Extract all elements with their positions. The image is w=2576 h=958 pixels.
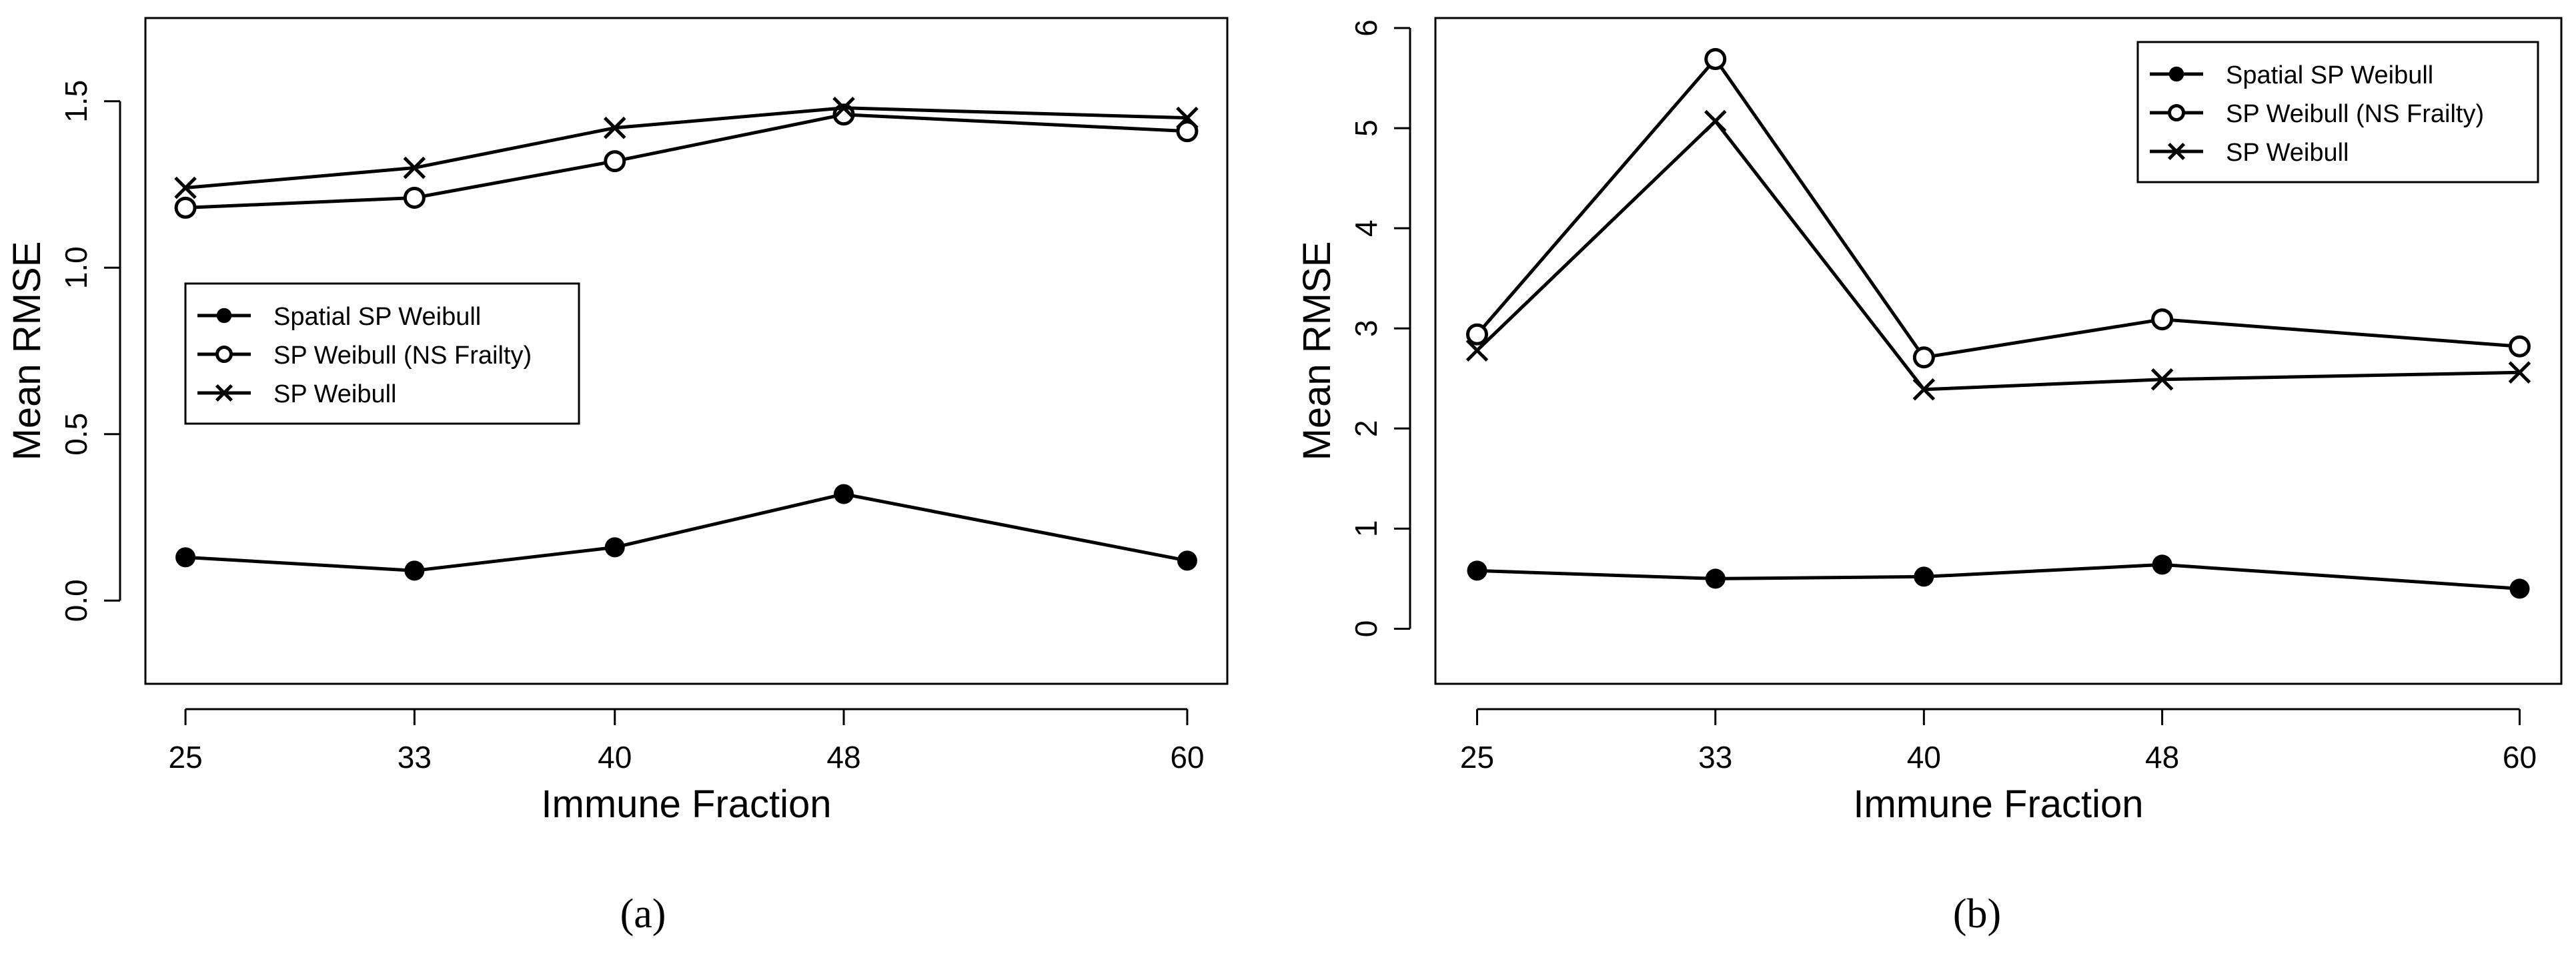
y-tick-label: 6 bbox=[1349, 19, 1383, 37]
plot-frame-a bbox=[144, 17, 1229, 685]
legend-b: Spatial SP Weibull SP Weibull (NS Frailty… bbox=[2136, 41, 2539, 183]
data-point bbox=[174, 176, 197, 199]
x-tick-label: 33 bbox=[398, 740, 432, 775]
x-tick-label: 25 bbox=[168, 740, 202, 775]
y-tick-label: 1 bbox=[1349, 520, 1383, 538]
data-point bbox=[604, 150, 626, 173]
data-point bbox=[403, 156, 426, 179]
data-point bbox=[604, 537, 625, 558]
series-a-0 bbox=[175, 484, 1197, 581]
y-tick-label: 2 bbox=[1349, 420, 1383, 438]
legend-marker bbox=[2168, 66, 2184, 82]
data-point bbox=[832, 96, 855, 119]
data-point bbox=[603, 116, 626, 139]
y-tick-label: 4 bbox=[1349, 219, 1383, 237]
data-point bbox=[2151, 308, 2174, 331]
series-line bbox=[185, 492, 1188, 572]
panel-caption-a: (a) bbox=[620, 891, 666, 937]
x-tick-label: 48 bbox=[826, 740, 860, 775]
legend-marker bbox=[2167, 142, 2186, 161]
data-point bbox=[2508, 335, 2531, 358]
legend-box bbox=[184, 282, 580, 425]
legend-label: Spatial SP Weibull bbox=[273, 303, 481, 331]
data-point bbox=[2150, 368, 2174, 391]
y-tick-label: 1.0 bbox=[59, 246, 93, 289]
panel-a: 25 33 40 48 60 Immune Fraction 0.0 0.5 1.0 1.5 Mea… bbox=[5, 17, 1229, 937]
data-point bbox=[404, 560, 425, 581]
x-axis-a: 25 33 40 48 60 Immune Fraction bbox=[168, 708, 1205, 826]
x-tick-label: 33 bbox=[1698, 740, 1732, 775]
legend-label: SP Weibull (NS Frailty) bbox=[273, 342, 532, 370]
x-tick-label: 40 bbox=[598, 740, 632, 775]
legend-label: SP Weibull (NS Frailty) bbox=[2226, 100, 2484, 128]
legend-marker bbox=[216, 308, 232, 324]
x-tick-label: 48 bbox=[2145, 740, 2179, 775]
series-a-2 bbox=[174, 96, 1199, 199]
legend-marker bbox=[2168, 104, 2185, 121]
y-tick-label: 5 bbox=[1349, 119, 1383, 137]
y-tick-label: 0.0 bbox=[59, 579, 93, 622]
series-b-2 bbox=[1465, 109, 2531, 401]
data-point bbox=[403, 186, 426, 209]
y-tick-label: 3 bbox=[1349, 320, 1383, 337]
data-point bbox=[2508, 361, 2531, 384]
x-axis-b: 25 33 40 48 60 Immune Fraction bbox=[1460, 708, 2537, 826]
legend-label: SP Weibull bbox=[2226, 139, 2349, 167]
data-point bbox=[834, 484, 854, 504]
data-point bbox=[1177, 550, 1197, 571]
data-point bbox=[175, 547, 196, 568]
series-b-0 bbox=[1467, 554, 2530, 599]
legend-box bbox=[2136, 41, 2539, 183]
series-b-1 bbox=[1466, 48, 2531, 369]
data-point bbox=[1912, 378, 1936, 401]
x-axis-title: Immune Fraction bbox=[1853, 783, 2143, 826]
legend-label: Spatial SP Weibull bbox=[2226, 61, 2433, 89]
y-tick-label: 0 bbox=[1349, 620, 1383, 638]
legend-marker bbox=[215, 346, 233, 363]
legend-a: Spatial SP Weibull SP Weibull (NS Frailty… bbox=[184, 282, 580, 425]
data-point bbox=[1705, 568, 1726, 589]
panel-b: 25 33 40 48 60 Immune Fraction 0 1 2 3 4 5 6 Mean RMS… bbox=[1295, 17, 2563, 937]
y-axis-b: 0 1 2 3 4 5 6 Mean RMSE bbox=[1295, 19, 1411, 638]
x-tick-label: 40 bbox=[1907, 740, 1941, 775]
data-point bbox=[1466, 323, 1489, 346]
legend-label: SP Weibull bbox=[273, 380, 396, 408]
series-line bbox=[1477, 562, 2520, 590]
y-tick-label: 0.5 bbox=[59, 413, 93, 456]
data-point bbox=[1465, 339, 1489, 362]
data-point bbox=[1176, 120, 1199, 143]
x-tick-label: 60 bbox=[2503, 740, 2537, 775]
x-axis-title: Immune Fraction bbox=[541, 783, 831, 826]
series-line bbox=[185, 113, 1188, 209]
data-point bbox=[1704, 48, 1727, 71]
data-point bbox=[1467, 560, 1487, 581]
legend-marker bbox=[215, 384, 233, 402]
y-tick-label: 1.5 bbox=[59, 80, 93, 123]
y-axis-title: Mean RMSE bbox=[1295, 242, 1339, 461]
data-point bbox=[2152, 554, 2172, 575]
data-point bbox=[1914, 566, 1934, 587]
y-axis-title: Mean RMSE bbox=[5, 242, 49, 461]
plot-frame-b bbox=[1434, 17, 2563, 685]
y-axis-a: 0.0 0.5 1.0 1.5 Mean RMSE bbox=[5, 80, 121, 622]
panel-caption-b: (b) bbox=[1953, 891, 2001, 937]
x-tick-label: 25 bbox=[1460, 740, 1494, 775]
data-point bbox=[1704, 109, 1727, 133]
x-tick-label: 60 bbox=[1170, 740, 1204, 775]
data-point bbox=[1912, 346, 1935, 369]
data-point bbox=[174, 196, 197, 219]
data-point bbox=[1176, 106, 1199, 129]
data-point bbox=[2509, 578, 2530, 599]
